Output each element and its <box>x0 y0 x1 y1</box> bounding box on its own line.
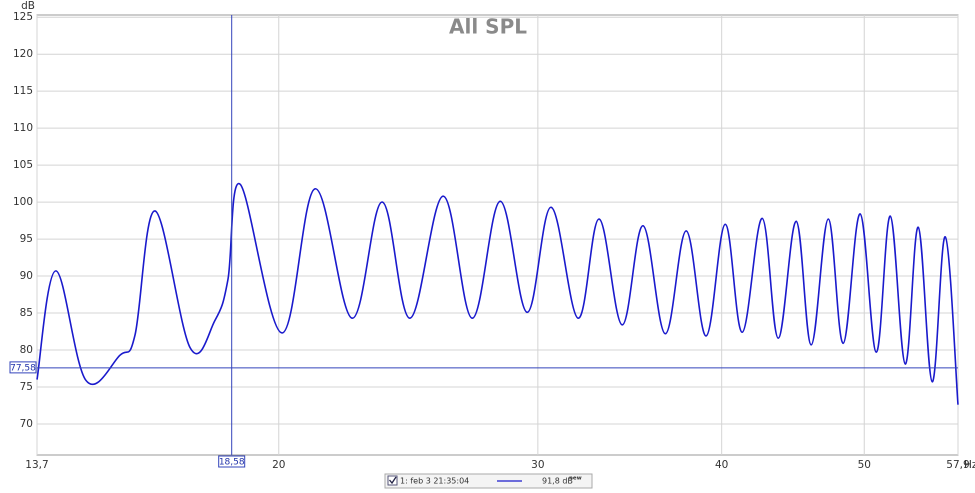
checkbox-tick <box>389 476 397 485</box>
y-tick-label: 100 <box>13 196 33 208</box>
y-tick-label: 110 <box>13 122 33 134</box>
legend-box <box>384 473 593 489</box>
cursor-x-label: 18,58 <box>219 458 245 468</box>
x-tick-label: 20 <box>272 459 285 471</box>
y-tick-label: 120 <box>13 48 33 60</box>
grid-layer <box>36 15 959 455</box>
y-tick-label: 115 <box>13 85 33 97</box>
x-tick-label: 50 <box>858 459 871 471</box>
x-axis-unit: Hz <box>964 459 975 471</box>
cursor-x-box <box>218 455 246 468</box>
cursor-y-label: 77,58 <box>10 363 36 373</box>
y-tick-label: 95 <box>20 233 33 245</box>
y-tick-label: 90 <box>20 270 33 282</box>
legend-level: 91,8 dB <box>542 477 573 486</box>
x-tick-label: 13,7 <box>25 459 48 471</box>
y-tick-label: 75 <box>20 381 33 393</box>
legend[interactable]: 1: feb 3 21:35:04 91,8 dB new <box>384 473 593 489</box>
y-axis-label: dB <box>21 0 35 12</box>
legend-tag: new <box>569 476 582 482</box>
y-tick-label: 125 <box>13 11 33 23</box>
y-tick-label: 105 <box>13 159 33 171</box>
y-tick-label: 80 <box>20 344 33 356</box>
legend-checkbox[interactable] <box>387 475 398 486</box>
x-tick-label: 40 <box>715 459 728 471</box>
y-tick-label: 70 <box>20 418 33 430</box>
plot-area <box>36 14 959 456</box>
legend-entry: 1: feb 3 21:35:04 <box>400 477 469 486</box>
spl-line <box>36 183 959 405</box>
chart-title: All SPL <box>449 15 527 39</box>
x-tick-label: 57,9 <box>946 459 969 471</box>
y-tick-label: 85 <box>20 307 33 319</box>
cursor-y-box <box>9 361 37 374</box>
x-tick-label: 30 <box>531 459 544 471</box>
